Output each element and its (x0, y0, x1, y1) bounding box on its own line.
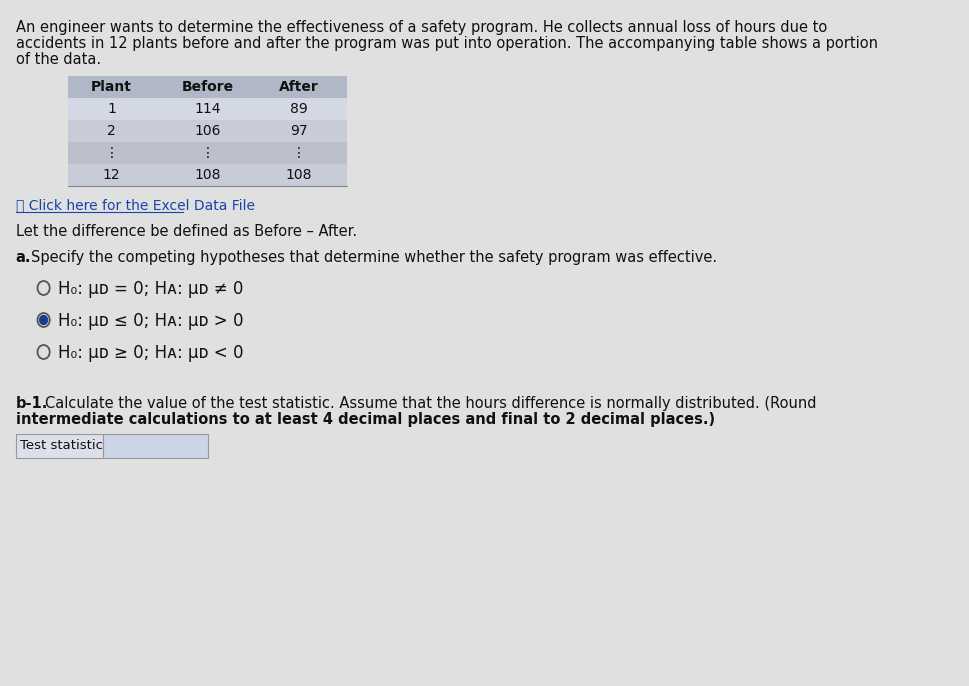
Text: accidents in 12 plants before and after the program was put into operation. The : accidents in 12 plants before and after … (16, 36, 877, 51)
FancyBboxPatch shape (68, 76, 347, 98)
FancyBboxPatch shape (68, 164, 347, 186)
Text: Specify the competing hypotheses that determine whether the safety program was e: Specify the competing hypotheses that de… (30, 250, 716, 265)
Text: 108: 108 (194, 168, 221, 182)
FancyBboxPatch shape (103, 434, 207, 458)
Text: 12: 12 (103, 168, 120, 182)
Text: 2: 2 (108, 124, 116, 138)
Text: H₀: μᴅ = 0; Hᴀ: μᴅ ≠ 0: H₀: μᴅ = 0; Hᴀ: μᴅ ≠ 0 (57, 280, 242, 298)
Text: An engineer wants to determine the effectiveness of a safety program. He collect: An engineer wants to determine the effec… (16, 20, 827, 35)
Text: 114: 114 (194, 102, 221, 116)
Text: Calculate the value of the test statistic. Assume that the hours difference is n: Calculate the value of the test statisti… (46, 396, 816, 411)
Text: a.: a. (16, 250, 31, 265)
Text: intermediate calculations to at least 4 decimal places and final to 2 decimal pl: intermediate calculations to at least 4 … (16, 412, 714, 427)
FancyBboxPatch shape (68, 98, 347, 120)
Text: After: After (279, 80, 319, 94)
Text: H₀: μᴅ ≤ 0; Hᴀ: μᴅ > 0: H₀: μᴅ ≤ 0; Hᴀ: μᴅ > 0 (57, 312, 243, 330)
FancyBboxPatch shape (16, 434, 103, 458)
Text: Plant: Plant (91, 80, 132, 94)
Text: 89: 89 (290, 102, 307, 116)
Text: ⋮: ⋮ (105, 146, 118, 160)
FancyBboxPatch shape (68, 142, 347, 164)
Text: 106: 106 (194, 124, 221, 138)
Text: 97: 97 (290, 124, 307, 138)
Text: of the data.: of the data. (16, 52, 101, 67)
Text: 1: 1 (107, 102, 116, 116)
FancyBboxPatch shape (68, 120, 347, 142)
Text: 108: 108 (286, 168, 312, 182)
Text: Test statistic: Test statistic (20, 439, 103, 452)
Text: ⋮: ⋮ (292, 146, 305, 160)
Text: 📄 Click here for the Excel Data File: 📄 Click here for the Excel Data File (16, 198, 255, 212)
Text: H₀: μᴅ ≥ 0; Hᴀ: μᴅ < 0: H₀: μᴅ ≥ 0; Hᴀ: μᴅ < 0 (57, 344, 243, 362)
Text: Before: Before (181, 80, 234, 94)
Text: b-1.: b-1. (16, 396, 48, 411)
Text: Let the difference be defined as Before – After.: Let the difference be defined as Before … (16, 224, 357, 239)
Circle shape (40, 316, 47, 324)
Text: ⋮: ⋮ (201, 146, 214, 160)
